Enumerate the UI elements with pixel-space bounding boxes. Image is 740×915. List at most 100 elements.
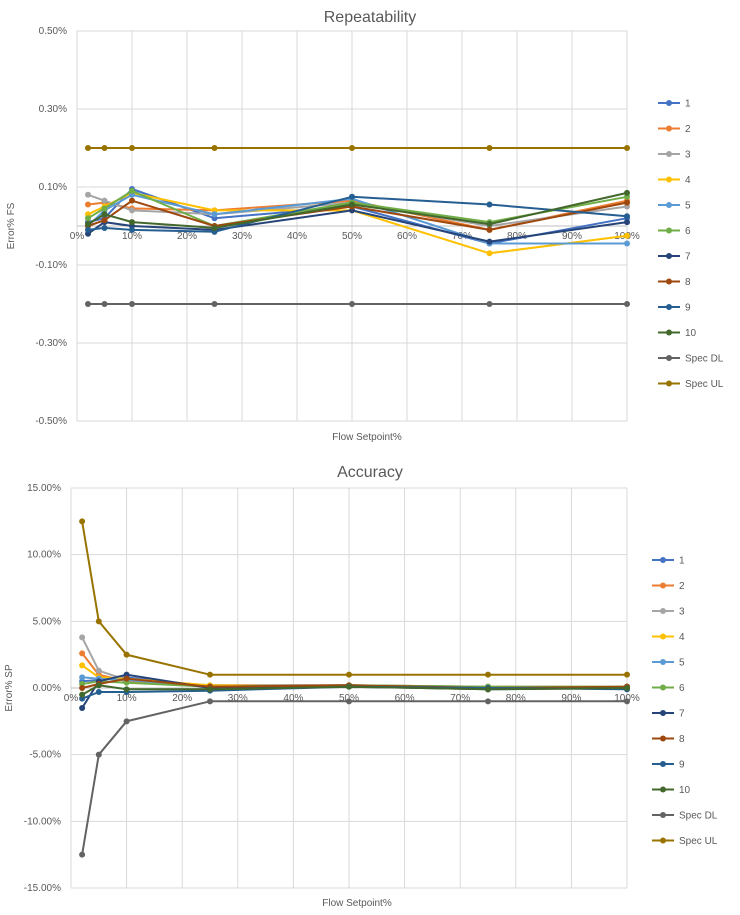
accuracy-legend-spec-dl-label: Spec DL [679,811,718,822]
accuracy-y-tick-label: 10.00% [27,550,61,561]
repeatability-series-spec-dl-point [85,301,91,307]
accuracy-series-spec-ul-point [207,671,213,678]
accuracy-series-spec-dl-point [79,851,86,858]
repeatability-series-8-point [624,199,630,206]
accuracy-series-5-point [79,674,86,681]
accuracy-legend-7-swatch-marker [660,710,666,716]
accuracy-series-7-point [79,705,86,711]
repeatability-series-7-point [624,219,630,226]
repeatability-series-9-point [486,201,493,208]
accuracy-series-spec-dl-point [123,718,130,725]
accuracy-y-tick-label: -15.00% [24,883,61,894]
repeatability-legend-7-label: 7 [685,252,691,263]
repeatability-legend-10-label: 10 [685,328,697,339]
repeatability-series-10-line [87,191,628,229]
repeatability-series-9-point [129,226,135,233]
repeatability-series-8-point [101,217,108,224]
repeatability-legend-spec-dl-swatch-marker [666,355,672,361]
repeatability-x-tick-label: 50% [342,231,362,242]
accuracy-legend-10-label: 10 [679,785,691,796]
accuracy-series-spec-dl-point [95,751,102,758]
accuracy-legend-9-swatch-marker [660,761,666,767]
accuracy-legend-4-label: 4 [679,632,685,643]
repeatability-legend-4-swatch-marker [666,176,672,183]
accuracy-series-3-point [79,634,86,641]
repeatability-legend-7-swatch-marker [666,253,672,259]
accuracy-series-10-point [624,685,630,691]
accuracy-legend-3-label: 3 [679,607,685,618]
repeatability-series-3-point [129,207,135,214]
accuracy-series-10-point [485,686,491,693]
accuracy-series-3-point [95,667,102,674]
repeatability-legend-9-label: 9 [685,303,691,314]
repeatability-x-tick-label: 90% [562,231,582,242]
repeatability-series-10-point [129,219,135,226]
accuracy-series-spec-dl-point [485,698,491,705]
accuracy-y-tick-label: -5.00% [29,750,61,761]
accuracy-x-tick-label: 10% [117,693,137,704]
repeatability-chart: Repeatability Flow Setpoint% Error% FS 0… [0,0,740,455]
accuracy-series-3-line [81,636,627,688]
accuracy-legend-9-label: 9 [679,760,685,771]
repeatability-title: Repeatability [324,9,417,26]
accuracy-x-tick-label: 90% [561,693,581,704]
repeatability-series-5-point [624,240,630,247]
repeatability-legend-10-swatch-marker [666,329,672,336]
repeatability-legend-spec-ul-label: Spec UL [685,379,724,390]
accuracy-x-tick-label: 30% [228,693,248,704]
accuracy-series-8-point [79,685,86,691]
accuracy-x-axis-label: Flow Setpoint% [322,898,392,909]
accuracy-legend-8-swatch-marker [660,735,666,742]
accuracy-x-tick-label: 80% [506,693,526,704]
accuracy-series-spec-dl-point [207,698,213,705]
accuracy-series-10-point [207,686,213,693]
repeatability-series-spec-dl-point [486,301,493,307]
accuracy-legend-10-swatch-marker [660,786,666,793]
repeatability-series-7-point [486,238,493,245]
accuracy-chart: Accuracy Flow Setpoint% Error% SP 15.00%… [0,455,740,915]
accuracy-y-tick-label: 15.00% [27,483,61,494]
repeatability-legend-9-swatch-marker [666,304,672,310]
repeatability-legend-3-swatch-marker [666,151,672,157]
accuracy-series-9-point [95,689,102,695]
accuracy-series-10-point [346,683,352,690]
repeatability-y-axis-label: Error% FS [6,202,17,249]
repeatability-series-spec-ul-point [624,145,630,151]
accuracy-series-10-point [79,691,86,698]
accuracy-series-spec-ul-point [624,671,630,678]
accuracy-legend-5-label: 5 [679,658,685,669]
repeatability-x-tick-label: 0% [70,231,85,242]
accuracy-series-spec-ul-point [79,518,86,525]
repeatability-series-8-point [129,197,135,204]
accuracy-series-10-point [123,686,130,693]
repeatability-x-tick-label: 80% [507,231,527,242]
accuracy-legend-3-swatch-marker [660,608,666,614]
repeatability-legend-8-label: 8 [685,277,691,288]
repeatability-x-tick-label: 30% [232,231,252,242]
accuracy-y-axis-label: Error% SP [4,664,15,712]
accuracy-legend-7-label: 7 [679,709,685,720]
repeatability-series-10-point [624,189,630,196]
accuracy-legend-2-swatch-marker [660,582,666,589]
accuracy-series-10-point [95,682,102,689]
repeatability-series-9-point [624,213,630,220]
repeatability-legend-1-label: 1 [685,99,691,110]
accuracy-legend-8-label: 8 [679,734,685,745]
accuracy-x-tick-label: 40% [283,693,303,704]
repeatability-series-10-point [211,224,218,231]
repeatability-y-tick-label: -0.10% [35,260,67,271]
accuracy-x-tick-label: 20% [172,693,192,704]
repeatability-legend-spec-ul-swatch-marker [666,380,672,387]
repeatability-y-tick-label: 0.30% [39,104,67,115]
accuracy-series-spec-ul-line [81,521,627,676]
repeatability-series-8-point [486,226,493,233]
accuracy-legend-spec-ul-swatch-marker [660,837,666,844]
repeatability-series-6-point [85,215,91,222]
repeatability-y-tick-label: -0.50% [35,416,67,427]
repeatability-series-spec-dl-point [101,301,108,307]
repeatability-series-10-point [85,221,91,228]
accuracy-x-tick-label: 0% [64,693,79,704]
accuracy-legend-1-swatch-marker [660,557,666,563]
repeatability-series-spec-ul-point [486,145,493,151]
repeatability-series-spec-dl-point [624,301,630,307]
